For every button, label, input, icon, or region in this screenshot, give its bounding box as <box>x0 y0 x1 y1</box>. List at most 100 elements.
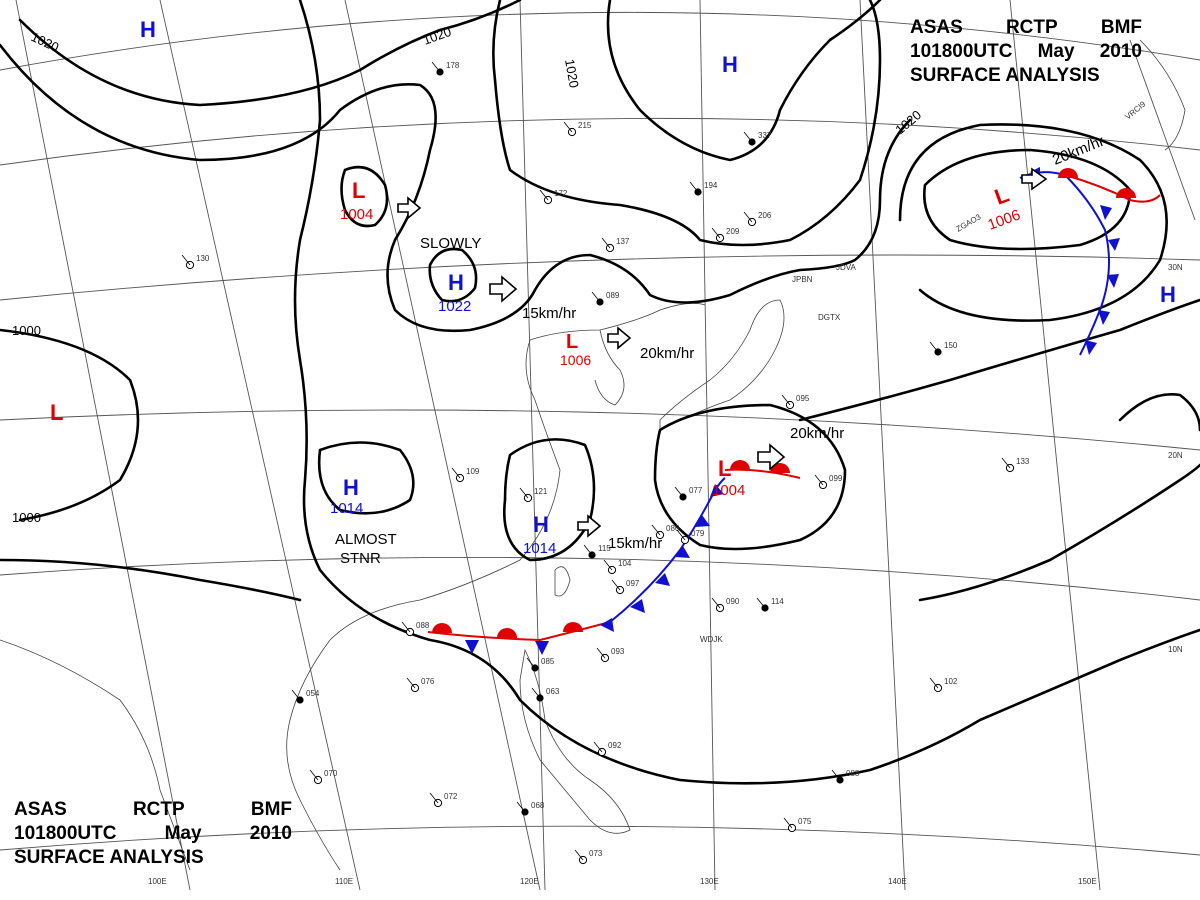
stationary-note: STNR <box>340 550 381 567</box>
wind-barb <box>611 579 621 591</box>
movement-label: 20km/hr <box>640 345 694 362</box>
wind-barb <box>531 687 541 699</box>
station-pressure-value: 089 <box>606 291 620 300</box>
station-id: JDVA <box>836 263 857 272</box>
isobar-east-ridge <box>798 298 1200 422</box>
isobar-label: 1000 <box>12 510 41 525</box>
parallel-30n <box>0 254 1200 301</box>
wind-barb <box>574 849 584 861</box>
wind-barb <box>743 131 753 143</box>
arrow-icon <box>1021 167 1048 191</box>
wind-barb <box>596 647 606 659</box>
station-pressure-value: 121 <box>534 487 548 496</box>
wind-barb <box>651 524 661 536</box>
meridian-130e <box>699 0 716 891</box>
station-pressure-value: 097 <box>626 579 640 588</box>
station-pressure-value: 194 <box>704 181 718 190</box>
meridian-160e <box>1129 39 1196 221</box>
wind-barb <box>929 341 939 353</box>
isobar-high-1014-west <box>317 441 415 515</box>
station-pressure-value: 114 <box>771 597 784 606</box>
header-bottom: ASAS RCTP BMF 101800UTC May 2010 SURFACE… <box>14 798 292 870</box>
wind-barb <box>781 394 791 406</box>
high-center-letter: H <box>533 512 549 537</box>
wind-barb <box>583 544 593 556</box>
header-month: May <box>164 823 202 844</box>
station-plots: 1781302153372061721942091370891091211151… <box>181 61 1030 865</box>
wind-barb <box>431 61 441 73</box>
meridian-110e <box>159 0 361 891</box>
high-center-letter: H <box>140 17 156 42</box>
meridian-140e <box>859 0 906 891</box>
warm-front-east <box>1064 174 1161 203</box>
movement-label: 20km/hr <box>790 425 844 442</box>
wind-barb <box>711 597 721 609</box>
header-line-1: ASAS RCTP BMF <box>910 16 1142 40</box>
isobar-low-1004-east <box>653 403 847 551</box>
isobar-arctic-high <box>492 0 882 247</box>
header-title: SURFACE ANALYSIS <box>910 65 1100 86</box>
isobar-low-1006-east <box>923 148 1132 251</box>
wind-barb <box>309 769 319 781</box>
header-top: ASAS RCTP BMF 101800UTC May 2010 SURFACE… <box>910 16 1142 88</box>
high-center-letter: H <box>448 270 464 295</box>
header-line-1: ASAS RCTP BMF <box>14 798 292 822</box>
station-pressure-value: 209 <box>726 227 740 236</box>
axis-labels: 100E 110E 120E 130E 140E 150E 30N 20N 10… <box>148 263 1183 886</box>
wind-barb <box>676 529 686 541</box>
header-month: May <box>1037 41 1075 62</box>
station-pressure-value: 133 <box>1016 457 1030 466</box>
station-pressure-value: 109 <box>466 467 480 476</box>
isobar-1020-high <box>606 0 882 162</box>
header-year: 2010 <box>249 823 292 844</box>
coast-china <box>329 302 706 641</box>
station-pressure-value: 150 <box>944 341 958 350</box>
arrow-icon <box>577 514 602 538</box>
wind-barb <box>689 181 699 193</box>
isobar-high-1014-east <box>503 438 596 562</box>
high-center-letter: H <box>1160 282 1176 307</box>
arrow-icon <box>607 326 632 350</box>
wind-barb <box>519 487 529 499</box>
coastlines <box>0 39 1186 871</box>
header-time: 101800UTC <box>910 41 1013 62</box>
coast-korea <box>594 329 625 406</box>
arrow-icon <box>757 443 786 471</box>
isobar-label: 1020 <box>29 29 62 55</box>
header-time: 101800UTC <box>14 823 117 844</box>
coast-indochina <box>286 639 341 871</box>
wind-barb <box>743 211 753 223</box>
wind-barb <box>1001 457 1011 469</box>
parallel-20n <box>0 409 1200 451</box>
isobar-1000-wide <box>0 558 302 602</box>
station-pressure-value: 102 <box>944 677 958 686</box>
wind-barb <box>181 254 191 266</box>
station-id: DGTX <box>818 313 841 322</box>
wind-barb <box>783 817 793 829</box>
station-pressure-value: 086 <box>666 524 680 533</box>
meridian-150e <box>1009 0 1101 891</box>
wind-barb <box>711 227 721 239</box>
wind-barb <box>401 621 411 633</box>
header-center: RCTP <box>1005 17 1058 38</box>
station-pressure-value: 072 <box>444 792 458 801</box>
station-pressure-value: 085 <box>541 657 555 666</box>
station-pressure-value: 092 <box>608 741 622 750</box>
meridian-120e <box>344 0 541 891</box>
movement-label: 20km/hr <box>1050 133 1107 169</box>
wind-barb <box>526 657 536 669</box>
coast-taiwan <box>554 566 571 597</box>
wind-barb <box>429 792 439 804</box>
high-center-value: 1014 <box>523 540 556 557</box>
header-title: SURFACE ANALYSIS <box>14 847 204 868</box>
wind-barb <box>516 801 526 813</box>
longitude-label: 120E <box>520 877 539 886</box>
isobar-north-upper <box>18 0 522 107</box>
low-center-value: 1006 <box>560 352 591 368</box>
arrow-icon <box>397 196 422 220</box>
station-pressure-value: 172 <box>554 189 568 198</box>
movement-arrows <box>397 167 1048 538</box>
wind-barb <box>451 467 461 479</box>
isobar-1022-high <box>428 247 478 303</box>
wind-barb <box>603 559 613 571</box>
